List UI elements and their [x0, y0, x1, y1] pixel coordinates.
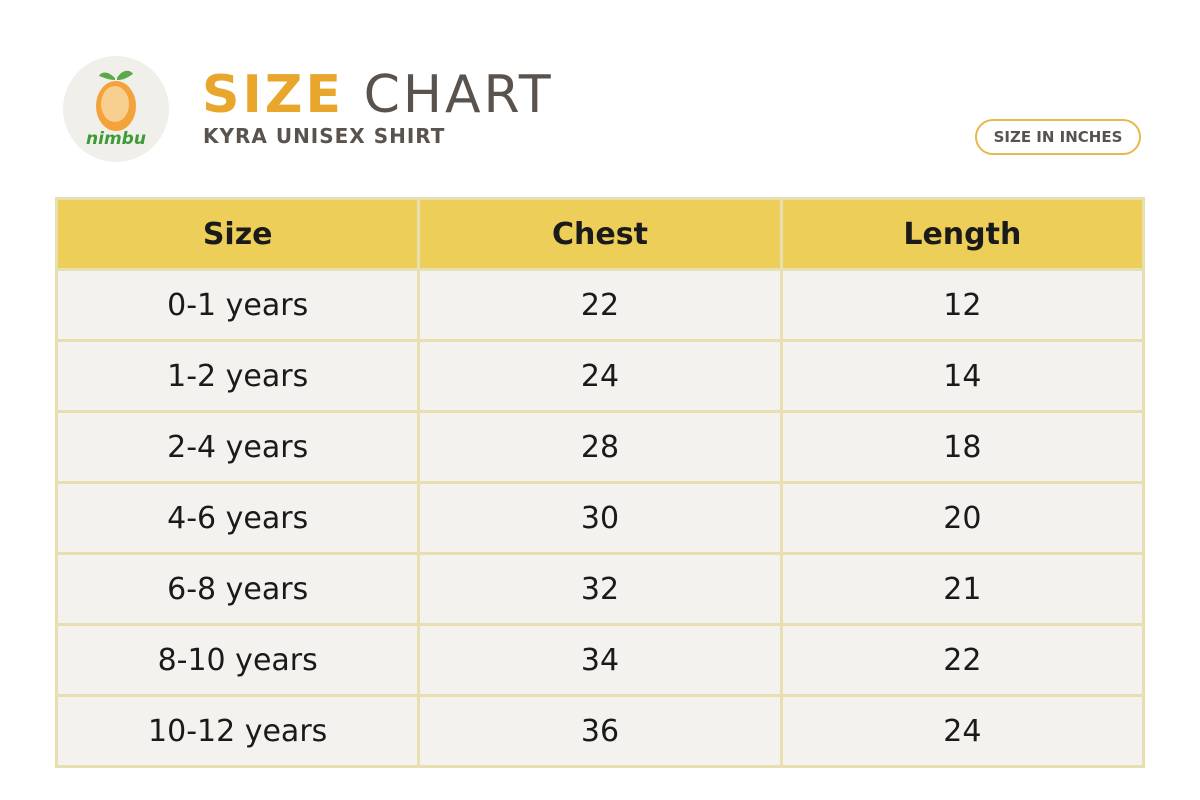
table-cell: 12 [782, 271, 1142, 339]
title: SIZE CHART [202, 62, 554, 128]
table-cell: 6-8 years [58, 555, 418, 623]
table-cell: 22 [782, 626, 1142, 694]
table-cell: 20 [782, 484, 1142, 552]
title-rest: CHART [363, 65, 554, 125]
table-cell: 21 [782, 555, 1142, 623]
table-cell: 24 [420, 342, 780, 410]
table-cell: 4-6 years [58, 484, 418, 552]
table-cell: 1-2 years [58, 342, 418, 410]
table-cell: 30 [420, 484, 780, 552]
table-cell: 28 [420, 413, 780, 481]
column-header: Chest [420, 200, 780, 268]
column-header: Size [58, 200, 418, 268]
table-cell: 22 [420, 271, 780, 339]
logo: nimbu [63, 56, 169, 162]
table-cell: 10-12 years [58, 697, 418, 765]
size-table: Size Chest Length 0-1 years 22 12 1-2 years 24 1… [55, 197, 1145, 768]
table-cell: 14 [782, 342, 1142, 410]
table-cell: 18 [782, 413, 1142, 481]
table-cell: 36 [420, 697, 780, 765]
table-cell: 2-4 years [58, 413, 418, 481]
unit-badge: SIZE IN INCHES [975, 119, 1141, 155]
table-cell: 34 [420, 626, 780, 694]
title-accent: SIZE [202, 65, 345, 125]
table-cell: 32 [420, 555, 780, 623]
table-cell: 8-10 years [58, 626, 418, 694]
table-cell: 24 [782, 697, 1142, 765]
table-cell: 0-1 years [58, 271, 418, 339]
column-header: Length [782, 200, 1142, 268]
logo-text: nimbu [86, 129, 146, 149]
subtitle: KYRA UNISEX SHIRT [203, 124, 446, 148]
